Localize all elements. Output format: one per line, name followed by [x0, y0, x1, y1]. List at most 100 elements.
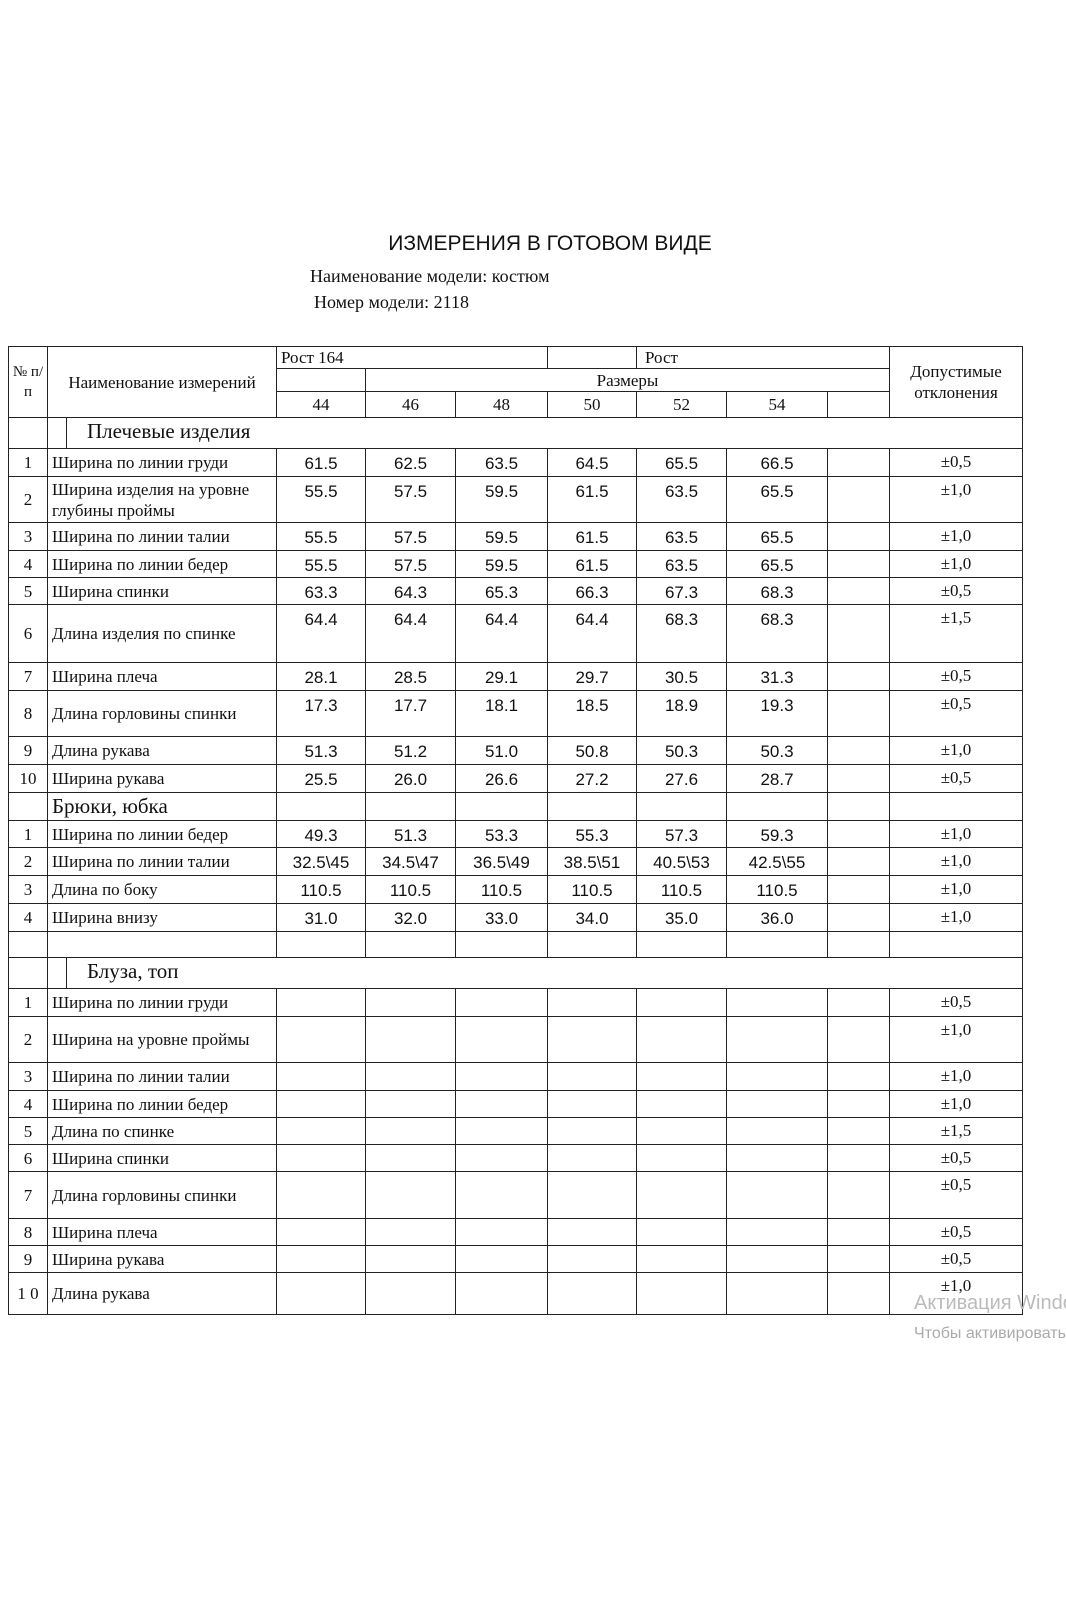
tolerance-value: ±0,5 — [889, 1171, 1023, 1219]
table-row: 2 Ширина по линии талии 32.5\45 34.5\47 36.5… — [8, 847, 1023, 876]
measurement-value — [276, 1171, 366, 1219]
measurement-value — [547, 1245, 637, 1273]
measurement-value — [455, 1117, 548, 1145]
measurement-value: 29.7 — [547, 662, 637, 691]
tolerance-value: ±1,5 — [889, 604, 1023, 663]
measurement-value — [365, 1090, 456, 1118]
measurement-value: 51.3 — [365, 820, 456, 848]
table-row: 4 Ширина внизу 31.0 32.0 33.0 34.0 35.0 36.0 ±1,… — [8, 903, 1023, 932]
measurement-value — [365, 988, 456, 1017]
measurement-name: Ширина на уровне проймы — [47, 1016, 277, 1063]
measurement-value — [726, 988, 828, 1017]
measurement-value: 59.3 — [726, 820, 828, 848]
measurement-value: 110.5 — [636, 875, 727, 904]
table-row: 9 Ширина рукава ±0,5 — [8, 1245, 1023, 1273]
header-rost-2: Рост — [636, 346, 890, 369]
activation-watermark: Активация Windows — [914, 1292, 1066, 1314]
measurement-value: 66.5 — [726, 448, 828, 477]
measurement-value — [547, 988, 637, 1017]
measurement-value — [365, 1171, 456, 1219]
tolerance-value: ±1,0 — [889, 847, 1023, 876]
measurement-value: 55.3 — [547, 820, 637, 848]
measurement-value: 36.5\49 — [455, 847, 548, 876]
table-row: 9 Длина рукава 51.3 51.2 51.0 50.8 50.3 50.3 ±1,… — [8, 736, 1023, 765]
measurement-value — [547, 1218, 637, 1246]
measurement-value: 32.0 — [365, 903, 456, 932]
measurement-value: 51.0 — [455, 736, 548, 765]
measurement-value: 51.3 — [276, 736, 366, 765]
measurement-value — [276, 931, 366, 958]
tolerance-value: ±1,0 — [889, 820, 1023, 848]
section-row: Плечевые изделия — [8, 417, 1023, 449]
table-row: 1 Ширина по линии груди ±0,5 — [8, 988, 1023, 1017]
measurement-value — [636, 988, 727, 1017]
table-row: 1 0 Длина рукава ±1,0 — [8, 1272, 1023, 1315]
measurement-name: Длина изделия по спинке — [47, 604, 277, 663]
measurement-value: 50.3 — [636, 736, 727, 765]
measurement-value — [547, 1090, 637, 1118]
measurement-name: Длина горловины спинки — [47, 1171, 277, 1219]
measurement-value — [276, 1117, 366, 1145]
measurement-value: 55.5 — [276, 476, 366, 523]
measurement-value: 68.3 — [726, 577, 828, 605]
measurement-value: 29.1 — [455, 662, 548, 691]
measurement-value — [276, 1016, 366, 1063]
measurement-name: Ширина плеча — [47, 662, 277, 691]
measurement-value — [726, 1171, 828, 1219]
measurement-value: 110.5 — [547, 875, 637, 904]
measurement-value — [365, 1245, 456, 1273]
measurement-value: 19.3 — [726, 690, 828, 737]
measurement-name: Ширина изделия на уровне глубины проймы — [47, 476, 277, 523]
tolerance-value: ±1,0 — [889, 736, 1023, 765]
measurement-value — [276, 1272, 366, 1315]
measurement-name — [47, 931, 277, 958]
row-number — [8, 931, 48, 958]
table-row: 5 Ширина спинки 63.3 64.3 65.3 66.3 67.3 68.3 ±0… — [8, 577, 1023, 605]
measurement-value — [276, 1218, 366, 1246]
measurement-value — [547, 931, 637, 958]
measurement-value: 68.3 — [636, 604, 727, 663]
measurement-value: 65.5 — [726, 522, 828, 551]
measurement-value — [365, 1144, 456, 1172]
measurement-value — [726, 1245, 828, 1273]
measurement-value: 55.5 — [276, 550, 366, 578]
measurement-value: 65.5 — [726, 550, 828, 578]
measurement-value: 57.5 — [365, 476, 456, 523]
measurement-value: 28.1 — [276, 662, 366, 691]
measurement-value: 64.4 — [547, 604, 637, 663]
measurement-name: Длина по боку — [47, 875, 277, 904]
measurement-value: 42.5\55 — [726, 847, 828, 876]
measurement-value: 31.0 — [276, 903, 366, 932]
row-number: 4 — [8, 1090, 48, 1118]
measurement-value: 65.3 — [455, 577, 548, 605]
size-48: 48 — [455, 391, 548, 418]
measurement-value — [276, 1144, 366, 1172]
measurement-value: 18.1 — [455, 690, 548, 737]
measurement-value: 68.3 — [726, 604, 828, 663]
table-row: 8 Ширина плеча ±0,5 — [8, 1218, 1023, 1246]
measurement-value — [455, 931, 548, 958]
tolerance-value: ±0,5 — [889, 448, 1023, 477]
table-row: 1 Ширина по линии груди 61.5 62.5 63.5 64.5 65… — [8, 448, 1023, 477]
table-row: 3 Длина по боку 110.5 110.5 110.5 110.5 110.5 1… — [8, 875, 1023, 904]
tolerance-value: ±1,0 — [889, 522, 1023, 551]
measurement-value — [636, 1245, 727, 1273]
measurement-value: 34.5\47 — [365, 847, 456, 876]
measurement-value — [276, 1062, 366, 1091]
measurement-value — [276, 1245, 366, 1273]
tolerance-value — [889, 931, 1023, 958]
measurement-name: Ширина по линии талии — [47, 522, 277, 551]
measurement-value — [365, 1218, 456, 1246]
measurement-value: 66.3 — [547, 577, 637, 605]
measurement-value — [726, 1272, 828, 1315]
measurement-value — [547, 1062, 637, 1091]
measurement-value: 50.8 — [547, 736, 637, 765]
measurement-value — [455, 1144, 548, 1172]
section-row: Брюки, юбка — [8, 792, 1023, 821]
measurement-name: Ширина по линии бедер — [47, 820, 277, 848]
row-number: 7 — [8, 662, 48, 691]
measurement-value: 32.5\45 — [276, 847, 366, 876]
row-number: 7 — [8, 1171, 48, 1219]
tolerance-value: ±0,5 — [889, 764, 1023, 793]
measurement-value — [636, 931, 727, 958]
